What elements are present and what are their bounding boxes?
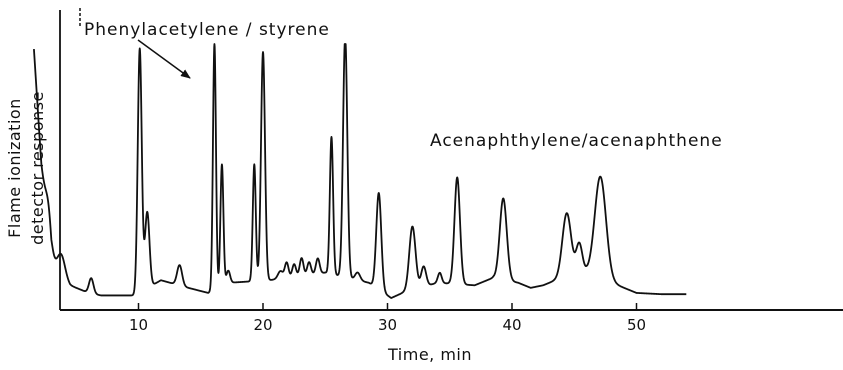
x-tick-label-10: 10 <box>129 316 148 334</box>
x-tick-label-20: 20 <box>253 316 272 334</box>
annotation-arrow <box>137 39 191 79</box>
y-axis-title-line-1: Flame ionization <box>5 98 24 238</box>
x-ticks: 10 20 30 40 50 <box>129 303 646 334</box>
chromatogram-trace <box>33 43 687 299</box>
x-tick-label-30: 30 <box>378 316 397 334</box>
annotation-acenaphthylene-acenaphthene: Acenaphthylene/acenaphthene <box>430 131 723 151</box>
annotation-phenylacetylene-styrene: Phenylacetylene / styrene <box>84 20 330 40</box>
x-axis-title: Time, min <box>387 345 472 364</box>
x-tick-label-40: 40 <box>502 316 521 334</box>
y-axis-title-line-2: detector response <box>28 91 47 245</box>
x-tick-label-50: 50 <box>627 316 646 334</box>
